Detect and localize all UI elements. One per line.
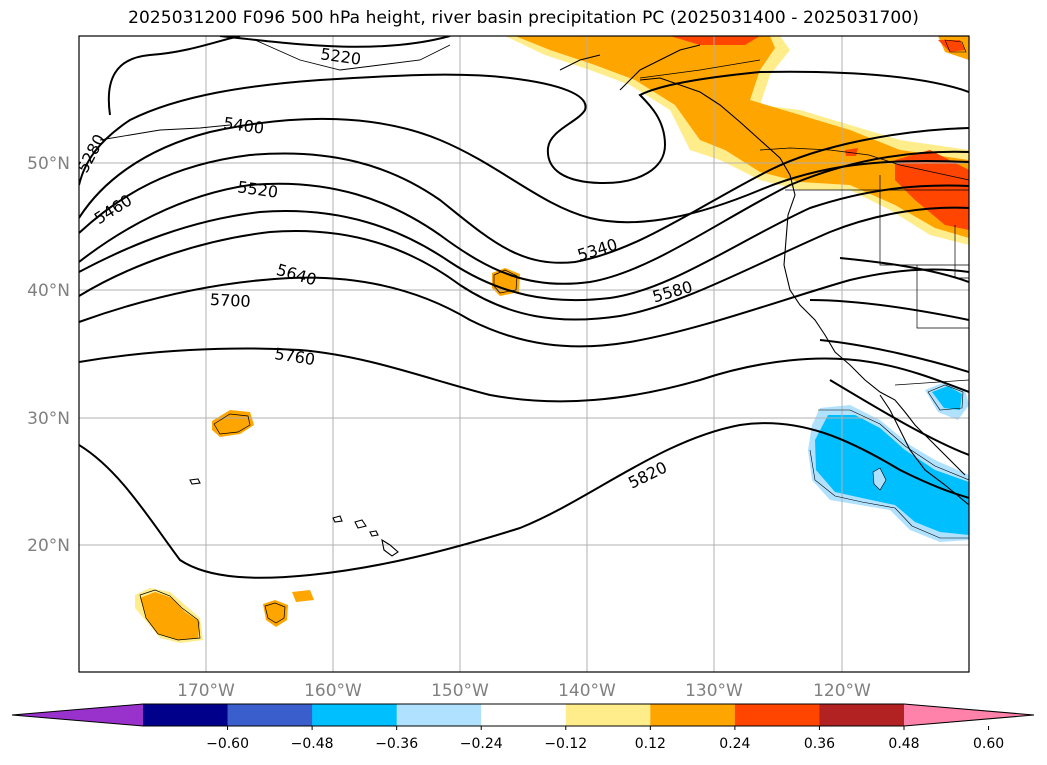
colorbar-tick-label: −0.12	[544, 736, 587, 752]
longitude-labels: 170°W 160°W 150°W 140°W 130°W 120°W	[177, 681, 871, 701]
lon-label: 150°W	[431, 681, 489, 701]
lon-label: 140°W	[558, 681, 616, 701]
colorbar-tick-label: −0.48	[291, 736, 334, 752]
colorbar-swatch	[650, 704, 736, 726]
coastlines	[99, 39, 969, 641]
colorbar-swatch	[819, 704, 905, 726]
colorbar-tick-label: −0.24	[460, 736, 503, 752]
height-contours	[79, 36, 969, 579]
colorbar-swatch	[312, 704, 398, 726]
lon-label: 120°W	[813, 681, 871, 701]
lon-label: 170°W	[177, 681, 235, 701]
map-panel: 5220 5280 5400 5460 5520 5640 5700 5760 …	[79, 36, 969, 672]
colorbar-swatch	[143, 704, 229, 726]
map-frame	[78, 35, 970, 673]
lat-label: 30°N	[27, 409, 70, 429]
colorbar-tick-label: −0.60	[206, 736, 249, 752]
colorbar-tick-label: 0.24	[719, 736, 750, 752]
colorbar-tick-label: 0.60	[973, 736, 1004, 752]
colorbar: −0.60 −0.48 −0.36 −0.24 −0.12 0.12 0.24 0.36 0.4…	[11, 703, 1035, 752]
colorbar-tick-label: 0.12	[635, 736, 666, 752]
lat-label: 50°N	[27, 154, 70, 174]
colorbar-swatch	[481, 704, 567, 726]
colorbar-outline	[11, 703, 1035, 727]
colorbar-swatch	[396, 704, 482, 726]
lat-label: 40°N	[27, 281, 70, 301]
latitude-labels: 50°N 40°N 30°N 20°N	[27, 154, 70, 556]
colorbar-tick-label: −0.36	[375, 736, 418, 752]
map-title: 2025031200 F096 500 hPa height, river ba…	[128, 8, 919, 28]
lon-label: 130°W	[685, 681, 743, 701]
colorbar-swatch	[227, 704, 313, 726]
colorbar-tick-label: 0.48	[888, 736, 919, 752]
colorbar-swatch	[565, 704, 651, 726]
lon-label: 160°W	[304, 681, 362, 701]
contour-label: 5700	[209, 290, 251, 311]
colorbar-extend-low	[12, 704, 143, 726]
lat-label: 20°N	[27, 536, 70, 556]
colorbar-extend-high	[904, 704, 1034, 726]
colorbar-swatch	[734, 704, 820, 726]
colorbar-tick-label: 0.36	[804, 736, 835, 752]
